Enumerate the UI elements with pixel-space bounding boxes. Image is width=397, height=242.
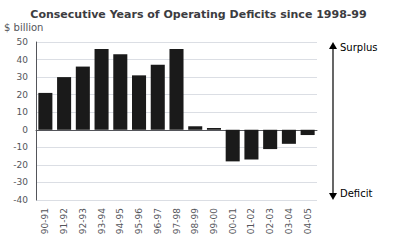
- svg-text:97-98: 97-98: [172, 208, 182, 234]
- svg-text:04-05: 04-05: [303, 208, 313, 234]
- svg-text:Consecutive Years of Operating: Consecutive Years of Operating Deficits …: [30, 8, 366, 21]
- svg-text:96-97: 96-97: [153, 208, 163, 234]
- svg-text:10: 10: [17, 107, 29, 117]
- svg-text:20: 20: [17, 90, 29, 100]
- svg-text:-40: -40: [13, 195, 28, 205]
- svg-text:40: 40: [17, 55, 29, 65]
- svg-text:Deficit: Deficit: [340, 188, 372, 199]
- svg-text:94-95: 94-95: [115, 208, 125, 234]
- svg-text:92-93: 92-93: [78, 208, 88, 234]
- svg-text:00-01: 00-01: [228, 208, 238, 234]
- svg-text:93-94: 93-94: [97, 208, 107, 234]
- svg-text:91-92: 91-92: [59, 208, 69, 234]
- svg-text:$ billion: $ billion: [4, 22, 43, 33]
- svg-text:50: 50: [17, 37, 29, 47]
- svg-text:01-02: 01-02: [246, 208, 256, 234]
- svg-text:95-96: 95-96: [134, 208, 144, 234]
- svg-text:98-99: 98-99: [190, 208, 200, 234]
- svg-text:03-04: 03-04: [284, 208, 294, 234]
- svg-text:0: 0: [22, 125, 28, 135]
- svg-text:30: 30: [17, 72, 29, 82]
- svg-text:-30: -30: [13, 177, 28, 187]
- svg-text:Surplus: Surplus: [340, 42, 377, 53]
- svg-text:90-91: 90-91: [40, 208, 50, 234]
- svg-text:99-00: 99-00: [209, 208, 219, 234]
- svg-text:-20: -20: [13, 160, 28, 170]
- svg-text:-10: -10: [13, 142, 28, 152]
- svg-text:02-03: 02-03: [265, 208, 275, 234]
